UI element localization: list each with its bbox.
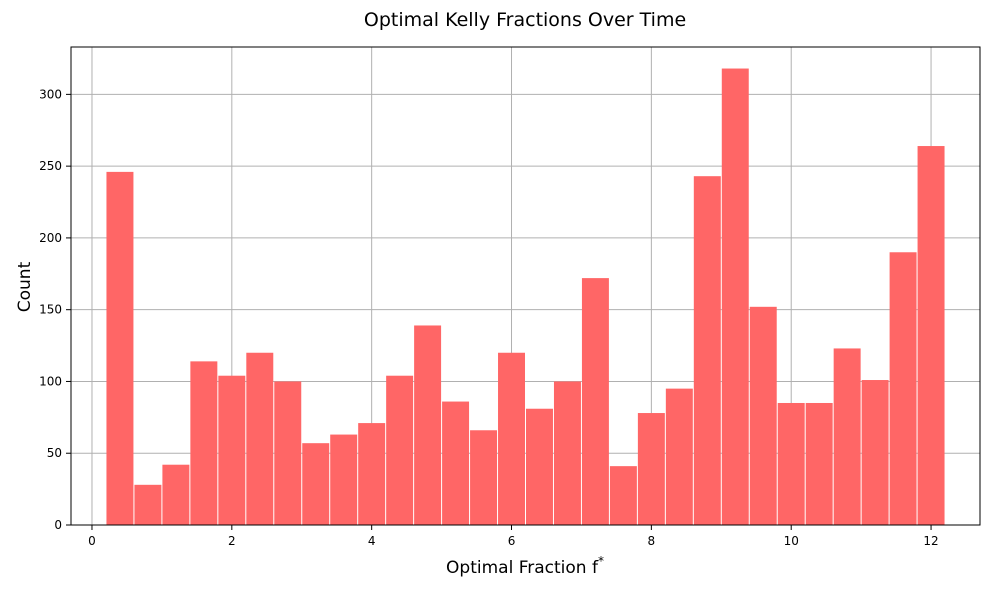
- y-tick-label: 0: [54, 518, 62, 532]
- histogram-bar: [889, 252, 917, 525]
- y-axis-label: Count: [15, 261, 35, 312]
- histogram-bar: [414, 325, 442, 525]
- x-axis-label-text: Optimal Fraction f: [446, 558, 599, 578]
- histogram-bar: [470, 430, 498, 525]
- x-axis-ticks: 0 2 4 6 8 10 12: [88, 525, 939, 548]
- histogram-bar: [330, 434, 358, 525]
- y-tick-label: 300: [39, 87, 62, 101]
- y-tick-label: 100: [39, 374, 62, 388]
- histogram-bar: [246, 352, 274, 525]
- histogram-bar: [721, 68, 749, 526]
- y-tick-label: 200: [39, 231, 62, 245]
- histogram-bar: [861, 380, 889, 525]
- histogram-bar: [637, 413, 665, 525]
- x-axis-label-superscript: *: [598, 554, 604, 568]
- histogram-bar: [498, 352, 525, 525]
- histogram-bars: [106, 68, 945, 526]
- x-tick-label: 0: [88, 534, 96, 548]
- histogram-bar: [553, 381, 581, 525]
- x-tick-label: 10: [784, 534, 799, 548]
- histogram-bar: [609, 466, 637, 525]
- y-tick-label: 150: [39, 303, 62, 317]
- plot-frame: [70, 46, 981, 526]
- x-tick-label: 6: [508, 534, 516, 548]
- histogram-bar: [302, 443, 330, 525]
- histogram-bar: [442, 401, 470, 525]
- x-tick-label: 12: [923, 534, 938, 548]
- histogram-bar: [665, 388, 693, 525]
- histogram-bar: [581, 278, 609, 525]
- histogram-bar: [917, 146, 945, 525]
- chart-title: Optimal Kelly Fractions Over Time: [364, 9, 686, 31]
- x-axis-label: Optimal Fraction f*: [446, 554, 604, 578]
- histogram-bar: [805, 402, 833, 525]
- x-tick-label: 8: [648, 534, 656, 548]
- y-tick-label: 250: [39, 159, 62, 173]
- histogram-bar: [358, 423, 386, 525]
- histogram-bar: [218, 375, 246, 525]
- y-tick-label: 50: [47, 446, 62, 460]
- histogram-bar: [526, 408, 553, 525]
- histogram-bar: [274, 381, 302, 525]
- x-tick-label: 2: [228, 534, 236, 548]
- histogram-bar: [190, 361, 218, 525]
- histogram-bar: [777, 402, 805, 525]
- histogram-bar: [833, 348, 861, 525]
- histogram-bar: [693, 176, 721, 525]
- histogram-bar: [386, 375, 414, 525]
- histogram-bar: [749, 306, 777, 525]
- histogram-bar: [134, 484, 162, 525]
- grid-lines: [71, 47, 980, 526]
- histogram-bar: [162, 464, 190, 525]
- histogram-bar: [106, 171, 134, 526]
- y-axis-ticks: 0 50 100 150 200 250 300: [39, 87, 71, 532]
- x-tick-label: 4: [368, 534, 376, 548]
